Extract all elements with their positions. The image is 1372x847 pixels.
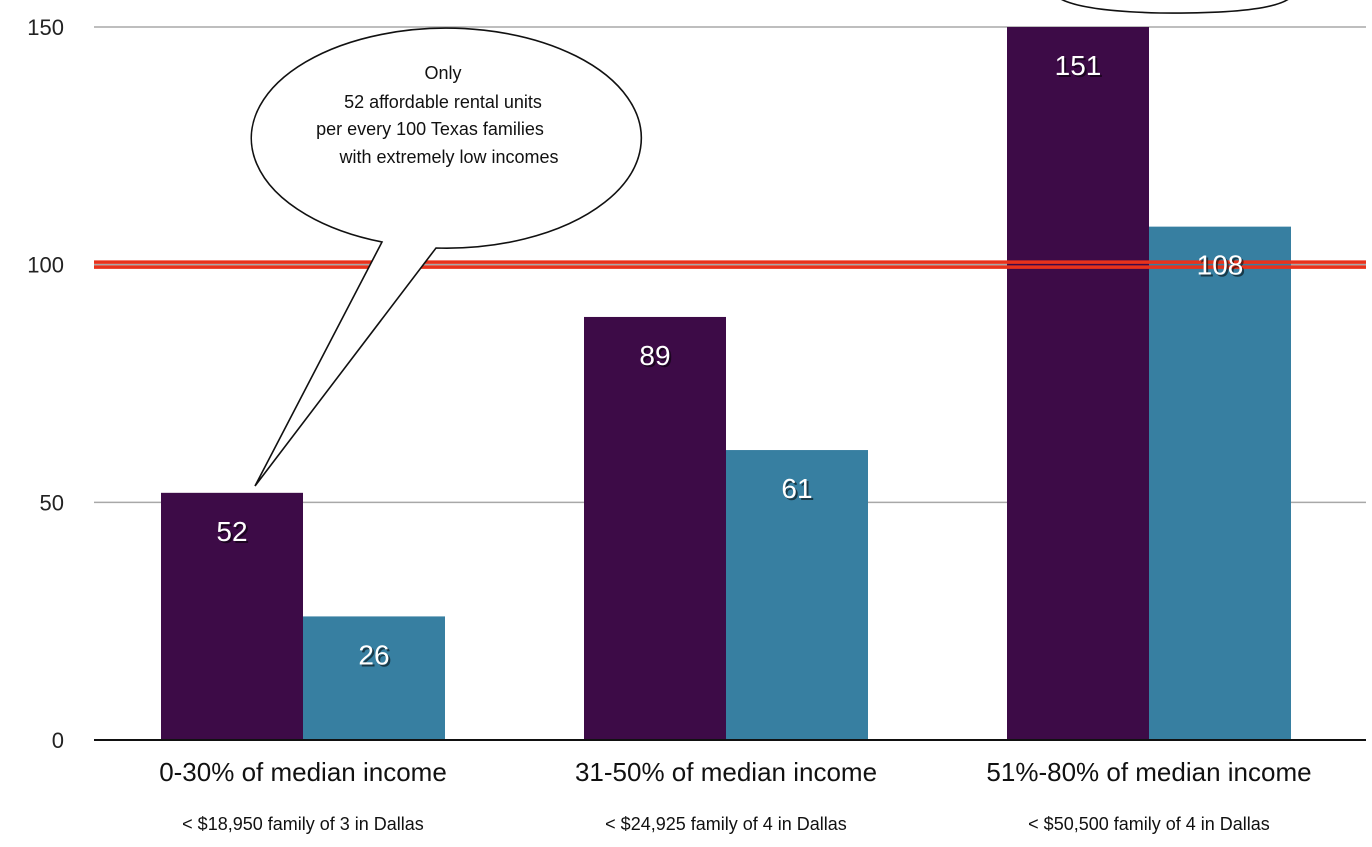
- bar-value-label: 26: [358, 639, 389, 670]
- bars: [161, 27, 1291, 740]
- bar: [303, 616, 445, 740]
- bar-value-label: 61: [781, 473, 812, 504]
- bar-value-shadow: 52: [218, 518, 249, 549]
- x-category-label: 31-50% of median income: [575, 757, 877, 787]
- y-tick-label: 150: [27, 15, 64, 40]
- x-category-label: 0-30% of median income: [159, 757, 447, 787]
- bar-value-shadow: 108: [1199, 252, 1246, 283]
- x-subcategory-label: < $24,925 family of 4 in Dallas: [605, 814, 847, 834]
- category-labels: 0-30% of median income < $18,950 family o…: [159, 757, 1311, 834]
- bar-value-label: 89: [639, 340, 670, 371]
- x-subcategory-label: < $18,950 family of 3 in Dallas: [182, 814, 424, 834]
- callout-text-line: per every 100 Texas families: [316, 119, 544, 139]
- y-tick-label: 0: [52, 728, 64, 753]
- callout-bubbles: Only 52 affordable rental units per every …: [250, 0, 1289, 487]
- bar: [161, 492, 303, 740]
- bar-value-shadow: 61: [783, 475, 814, 506]
- top-callout-bubble: [1061, 0, 1289, 14]
- bar-value-shadow: 26: [360, 641, 391, 672]
- callout-text-line: with extremely low incomes: [338, 147, 558, 167]
- bar-value-label: 108: [1197, 250, 1244, 281]
- bar: [584, 316, 726, 740]
- y-axis-ticks: 0 50 100 150: [27, 15, 64, 753]
- reference-line: [94, 260, 1366, 269]
- callout-text-line: Only: [424, 63, 461, 83]
- callout-bubble: [250, 27, 643, 487]
- bar: [1149, 226, 1291, 740]
- x-category-label: 51%-80% of median income: [986, 757, 1311, 787]
- bar-value-shadow: 151: [1057, 52, 1104, 83]
- bar-value-label: 151: [1055, 50, 1102, 81]
- y-tick-label: 100: [27, 253, 64, 278]
- y-tick-label: 50: [40, 490, 64, 515]
- bar: [726, 450, 868, 740]
- bar: [1007, 27, 1149, 740]
- bar-value-shadow: 89: [641, 342, 672, 373]
- callout-text-line: 52 affordable rental units: [344, 92, 542, 112]
- x-subcategory-label: < $50,500 family of 4 in Dallas: [1028, 814, 1270, 834]
- bar-value-label: 52: [216, 516, 247, 547]
